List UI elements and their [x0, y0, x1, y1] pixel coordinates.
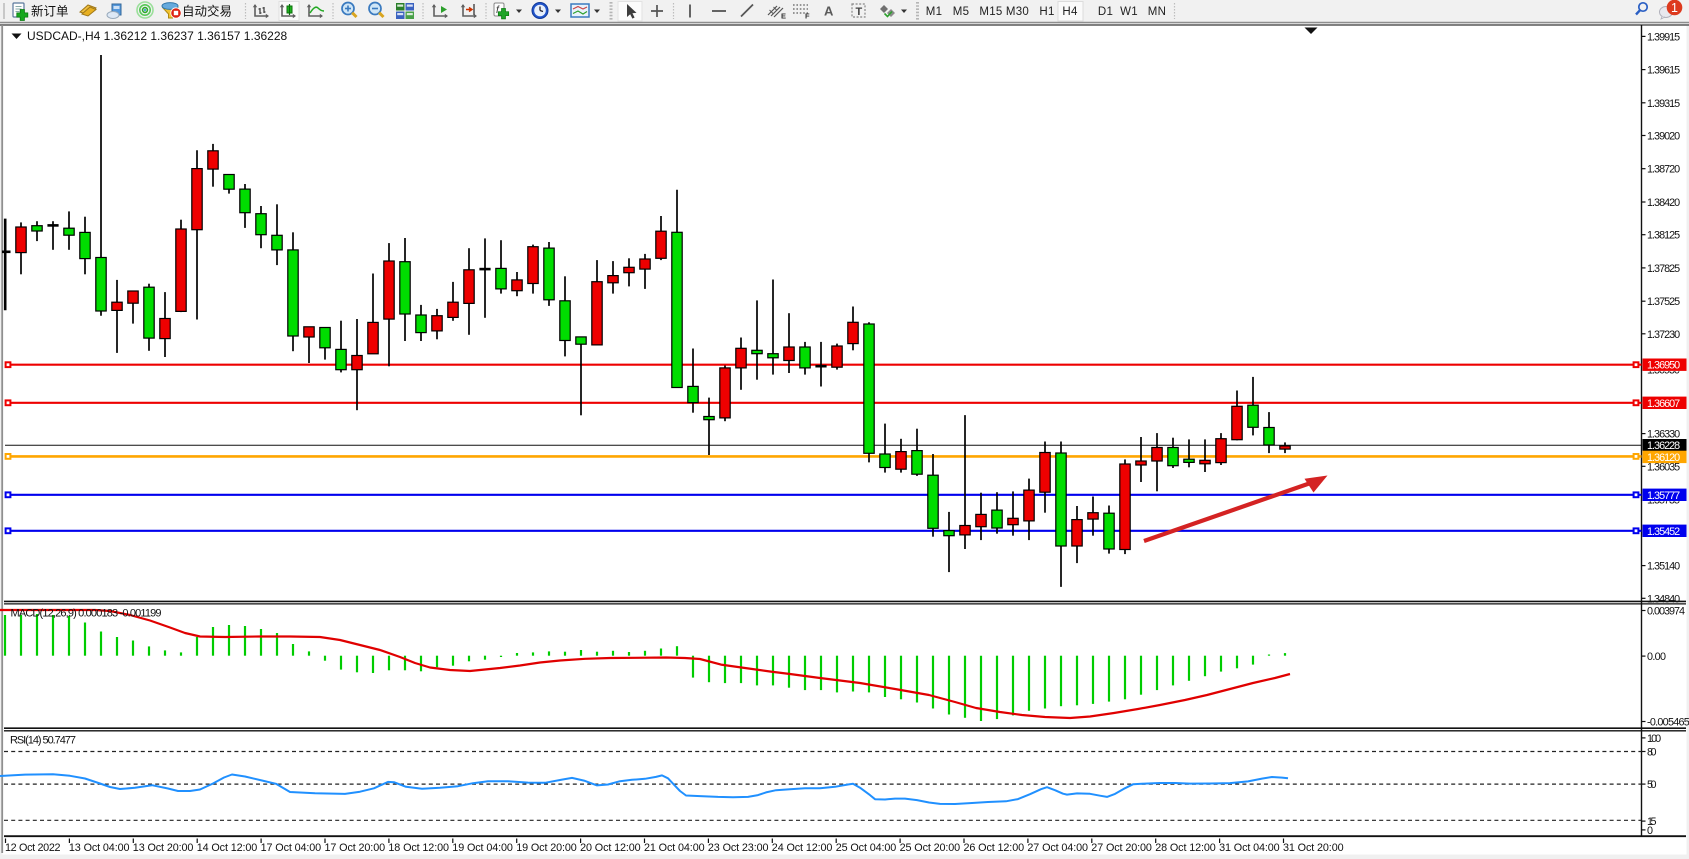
- svg-text:H4: H4: [1062, 6, 1078, 18]
- svg-text:M30: M30: [1006, 6, 1029, 18]
- svg-text:1.35777: 1.35777: [1647, 490, 1680, 502]
- svg-text:RSI(14) 50.7477: RSI(14) 50.7477: [10, 735, 76, 747]
- svg-text:1.36607: 1.36607: [1647, 398, 1680, 410]
- svg-text:自动交易: 自动交易: [182, 4, 232, 19]
- svg-text:1.37525: 1.37525: [1647, 296, 1680, 308]
- svg-text:25 Oct 04:00: 25 Oct 04:00: [836, 842, 897, 854]
- svg-text:31 Oct 04:00: 31 Oct 04:00: [1219, 842, 1280, 854]
- svg-text:D1: D1: [1098, 6, 1113, 18]
- svg-text:31 Oct 20:00: 31 Oct 20:00: [1283, 842, 1344, 854]
- svg-text:1.39020: 1.39020: [1647, 131, 1680, 143]
- svg-text:1.37230: 1.37230: [1647, 329, 1680, 341]
- svg-text:1.39315: 1.39315: [1647, 98, 1680, 110]
- svg-text:E: E: [781, 12, 786, 21]
- svg-text:27 Oct 04:00: 27 Oct 04:00: [1027, 842, 1088, 854]
- svg-text:1.34840: 1.34840: [1647, 593, 1680, 605]
- svg-text:17 Oct 04:00: 17 Oct 04:00: [261, 842, 322, 854]
- svg-text:T: T: [856, 6, 863, 18]
- svg-text:12 Oct 2022: 12 Oct 2022: [5, 842, 61, 854]
- svg-text:27 Oct 20:00: 27 Oct 20:00: [1091, 842, 1152, 854]
- svg-text:0.00: 0.00: [1647, 651, 1666, 663]
- svg-text:28 Oct 12:00: 28 Oct 12:00: [1155, 842, 1216, 854]
- svg-text:1.35735: 1.35735: [1647, 495, 1680, 507]
- svg-text:1.38720: 1.38720: [1647, 164, 1680, 176]
- svg-text:A: A: [824, 4, 834, 19]
- svg-text:1.38125: 1.38125: [1647, 230, 1680, 242]
- svg-text:1.35452: 1.35452: [1647, 526, 1680, 538]
- svg-text:H1: H1: [1039, 6, 1054, 18]
- svg-text:50: 50: [1647, 779, 1657, 791]
- svg-text:1.37825: 1.37825: [1647, 263, 1680, 275]
- svg-text:新订单: 新订单: [31, 4, 69, 19]
- svg-text:25 Oct 20:00: 25 Oct 20:00: [900, 842, 961, 854]
- svg-text:1.36930: 1.36930: [1647, 365, 1680, 377]
- svg-text:M5: M5: [953, 6, 970, 18]
- svg-text:1.36035: 1.36035: [1647, 461, 1680, 473]
- svg-text:20 Oct 12:00: 20 Oct 12:00: [580, 842, 641, 854]
- svg-text:0.003974: 0.003974: [1647, 606, 1685, 618]
- svg-text:1.38420: 1.38420: [1647, 197, 1680, 209]
- svg-text:15: 15: [1647, 816, 1657, 828]
- svg-text:1.36120: 1.36120: [1647, 452, 1680, 464]
- svg-text:13 Oct 20:00: 13 Oct 20:00: [133, 842, 194, 854]
- svg-text:26 Oct 12:00: 26 Oct 12:00: [964, 842, 1025, 854]
- svg-text:1: 1: [1671, 1, 1678, 15]
- svg-text:1.36950: 1.36950: [1647, 360, 1680, 372]
- svg-text:100: 100: [1647, 733, 1661, 745]
- svg-text:17 Oct 20:00: 17 Oct 20:00: [325, 842, 386, 854]
- svg-text:USDCAD-,H4 1.36212 1.36237 1.: USDCAD-,H4 1.36212 1.36237 1.36157 1.362…: [27, 29, 288, 43]
- svg-text:1.36330: 1.36330: [1647, 429, 1680, 441]
- svg-text:0: 0: [1647, 825, 1653, 837]
- svg-text:M1: M1: [926, 6, 943, 18]
- svg-text:21 Oct 04:00: 21 Oct 04:00: [644, 842, 705, 854]
- svg-text:1.39915: 1.39915: [1647, 31, 1680, 43]
- svg-text:19 Oct 20:00: 19 Oct 20:00: [516, 842, 577, 854]
- svg-text:80: 80: [1647, 747, 1657, 759]
- svg-text:23 Oct 23:00: 23 Oct 23:00: [708, 842, 769, 854]
- svg-text:W1: W1: [1120, 6, 1138, 18]
- svg-text:1.39615: 1.39615: [1647, 65, 1680, 77]
- svg-text:24 Oct 12:00: 24 Oct 12:00: [772, 842, 833, 854]
- svg-text:F: F: [805, 12, 810, 21]
- svg-text:14 Oct 12:00: 14 Oct 12:00: [197, 842, 258, 854]
- svg-text:18 Oct 12:00: 18 Oct 12:00: [388, 842, 449, 854]
- svg-text:-0.005465: -0.005465: [1647, 717, 1689, 729]
- svg-text:13 Oct 04:00: 13 Oct 04:00: [69, 842, 130, 854]
- svg-text:f: f: [496, 5, 500, 16]
- svg-text:MACD(12,26,9) 0.000183 -0.001: MACD(12,26,9) 0.000183 -0.001199: [11, 608, 162, 620]
- svg-text:19 Oct 04:00: 19 Oct 04:00: [452, 842, 513, 854]
- svg-text:MN: MN: [1148, 6, 1167, 18]
- svg-text:1.36228: 1.36228: [1647, 440, 1680, 452]
- svg-text:1.35140: 1.35140: [1647, 561, 1680, 573]
- svg-text:M15: M15: [979, 6, 1002, 18]
